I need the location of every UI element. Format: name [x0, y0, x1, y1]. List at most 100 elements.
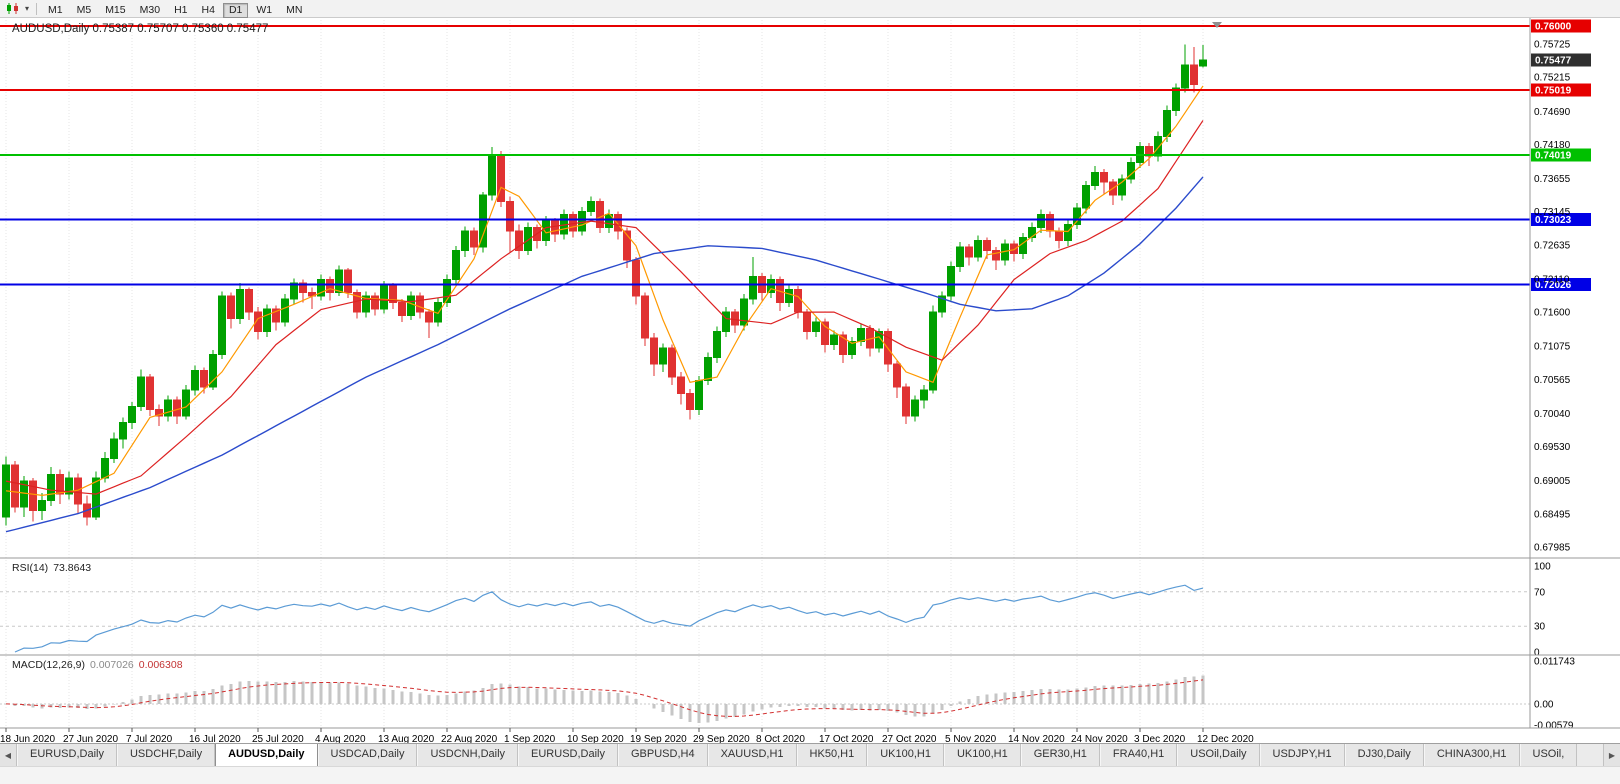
svg-text:0.00: 0.00: [1534, 699, 1554, 710]
status-bar: [0, 766, 1620, 784]
svg-text:0.74690: 0.74690: [1534, 107, 1571, 118]
timeframe-button-h1[interactable]: H1: [168, 3, 193, 18]
svg-text:70: 70: [1534, 587, 1546, 598]
chart-tab[interactable]: FRA40,H1: [1099, 744, 1178, 766]
svg-text:0.73023: 0.73023: [1535, 215, 1572, 226]
ma-slow-line: [5, 176, 1204, 533]
timeframe-button-d1[interactable]: D1: [222, 2, 249, 18]
chart-tab[interactable]: EURUSD,Daily: [518, 744, 618, 766]
svg-text:1 Sep 2020: 1 Sep 2020: [504, 734, 556, 743]
candlestick-mini-icon: [7, 3, 18, 14]
svg-text:0.72026: 0.72026: [1535, 280, 1572, 291]
svg-text:0.75725: 0.75725: [1534, 40, 1571, 51]
svg-text:-0.00579: -0.00579: [1534, 721, 1574, 732]
chart-tab[interactable]: DJ30,Daily: [1344, 744, 1424, 766]
chart-type-icon[interactable]: [4, 2, 22, 16]
tab-scroll-left-icon[interactable]: ◀: [0, 744, 17, 766]
chart-tab[interactable]: AUDUSD,Daily: [215, 744, 318, 766]
chart-tab[interactable]: EURUSD,Daily: [17, 744, 117, 766]
svg-text:0.73145: 0.73145: [1534, 207, 1571, 218]
chart-tab[interactable]: USOil,: [1519, 744, 1578, 766]
svg-text:5 Nov 2020: 5 Nov 2020: [945, 734, 997, 743]
svg-text:100: 100: [1534, 562, 1551, 573]
svg-text:14 Nov 2020: 14 Nov 2020: [1008, 734, 1065, 743]
timeframe-buttons-group: M1 M5 M15 M30 H1 H4 D1 W1 MN: [41, 0, 309, 18]
svg-text:0.70040: 0.70040: [1534, 409, 1571, 420]
svg-text:19 Sep 2020: 19 Sep 2020: [630, 734, 687, 743]
chart-tab[interactable]: XAUUSD,H1: [707, 744, 797, 766]
svg-text:0.67985: 0.67985: [1534, 543, 1571, 554]
chart-tabs-group: EURUSD,Daily USDCHF,Daily AUDUSD,Daily USDC…: [17, 744, 1603, 766]
chart-tab[interactable]: USDCAD,Daily: [317, 744, 418, 766]
chart-tab[interactable]: USDJPY,H1: [1259, 744, 1345, 766]
svg-text:27 Oct 2020: 27 Oct 2020: [882, 734, 937, 743]
timeframe-button-m5[interactable]: M5: [71, 3, 98, 18]
chart-type-dropdown-caret-icon[interactable]: ▾: [24, 4, 29, 13]
chart-canvas[interactable]: 0.76000 0.75019 0.74019 0.73023 0.72026 0.754…: [0, 18, 1620, 743]
chart-region: 0.76000 0.75019 0.74019 0.73023 0.72026 0.754…: [0, 18, 1620, 743]
svg-text:0.72635: 0.72635: [1534, 240, 1571, 251]
timeframe-button-m30[interactable]: M30: [134, 3, 166, 18]
grid-layer: [5, 20, 1204, 728]
svg-text:13 Aug 2020: 13 Aug 2020: [378, 734, 435, 743]
svg-text:24 Nov 2020: 24 Nov 2020: [1071, 734, 1128, 743]
svg-text:0.70565: 0.70565: [1534, 375, 1571, 386]
timeframe-button-m1[interactable]: M1: [42, 3, 69, 18]
tab-scroll-right-icon[interactable]: ▶: [1603, 744, 1620, 766]
svg-text:0.69005: 0.69005: [1534, 476, 1571, 487]
svg-text:4 Aug 2020: 4 Aug 2020: [315, 734, 366, 743]
svg-text:3 Dec 2020: 3 Dec 2020: [1134, 734, 1186, 743]
bottom-tabbar: ◀ EURUSD,Daily USDCHF,Daily AUDUSD,Daily US…: [0, 743, 1620, 766]
svg-text:0.011743: 0.011743: [1534, 657, 1575, 668]
chart-tab[interactable]: HK50,H1: [796, 744, 868, 766]
chart-tab[interactable]: USDCNH,Daily: [417, 744, 519, 766]
ma-fast-line: [5, 85, 1204, 497]
svg-text:18 Jun 2020: 18 Jun 2020: [0, 734, 55, 743]
rsi-line: [14, 584, 1204, 653]
timeframe-button-m15[interactable]: M15: [99, 3, 131, 18]
svg-text:12 Dec 2020: 12 Dec 2020: [1197, 734, 1254, 743]
timeframe-button-mn[interactable]: MN: [280, 3, 308, 18]
svg-text:25 Jul 2020: 25 Jul 2020: [252, 734, 304, 743]
svg-text:7 Jul 2020: 7 Jul 2020: [126, 734, 173, 743]
svg-text:0.75477: 0.75477: [1535, 56, 1572, 67]
svg-text:8 Oct 2020: 8 Oct 2020: [756, 734, 805, 743]
svg-text:22 Aug 2020: 22 Aug 2020: [441, 734, 498, 743]
chart-tab[interactable]: GBPUSD,H4: [618, 744, 708, 766]
svg-text:0.75215: 0.75215: [1534, 73, 1571, 84]
time-scale[interactable]: 18 Jun 2020 27 Jun 2020 7 Jul 2020 16 Jul 2…: [0, 728, 1254, 743]
svg-text:17 Oct 2020: 17 Oct 2020: [819, 734, 874, 743]
svg-text:16 Jul 2020: 16 Jul 2020: [189, 734, 241, 743]
svg-text:0.76000: 0.76000: [1535, 22, 1572, 33]
svg-text:0.71600: 0.71600: [1534, 308, 1571, 319]
svg-text:0.71075: 0.71075: [1534, 342, 1571, 353]
svg-text:0.68495: 0.68495: [1534, 509, 1571, 520]
chart-tab[interactable]: CHINA300,H1: [1423, 744, 1520, 766]
timeframe-button-h4[interactable]: H4: [196, 3, 221, 18]
toolbar-separator: [36, 2, 37, 15]
ma-mid-line: [5, 120, 1204, 495]
chart-tab[interactable]: UK100,H1: [867, 744, 944, 766]
svg-text:0.72110: 0.72110: [1534, 274, 1570, 285]
chart-tab[interactable]: USDCHF,Daily: [116, 744, 216, 766]
moving-averages-layer: [5, 85, 1204, 533]
svg-text:0.69530: 0.69530: [1534, 442, 1571, 453]
svg-text:10 Sep 2020: 10 Sep 2020: [567, 734, 624, 743]
svg-text:0.74019: 0.74019: [1535, 150, 1572, 161]
svg-text:29 Sep 2020: 29 Sep 2020: [693, 734, 750, 743]
svg-text:0.73655: 0.73655: [1534, 174, 1571, 185]
svg-text:27 Jun 2020: 27 Jun 2020: [63, 734, 118, 743]
rsi-pane: 100 70 30 0: [0, 562, 1551, 659]
svg-text:0.74180: 0.74180: [1534, 140, 1571, 151]
timeframe-button-w1[interactable]: W1: [250, 3, 278, 18]
price-scale[interactable]: 0.75725 0.75215 0.74690 0.74180 0.73655 0.731…: [1534, 40, 1571, 554]
hlines-layer[interactable]: 0.76000 0.75019 0.74019 0.73023 0.72026 0.754…: [0, 19, 1591, 291]
svg-text:0: 0: [1534, 648, 1540, 659]
chart-shift-marker-icon[interactable]: [1212, 22, 1222, 28]
chart-tab[interactable]: GER30,H1: [1020, 744, 1100, 766]
chart-tab[interactable]: UK100,H1: [943, 744, 1021, 766]
chart-tab[interactable]: USOil,Daily: [1177, 744, 1260, 766]
svg-text:0.75019: 0.75019: [1535, 85, 1572, 96]
timeframe-toolbar: ▾ M1 M5 M15 M30 H1 H4 D1 W1 MN: [0, 0, 1620, 18]
